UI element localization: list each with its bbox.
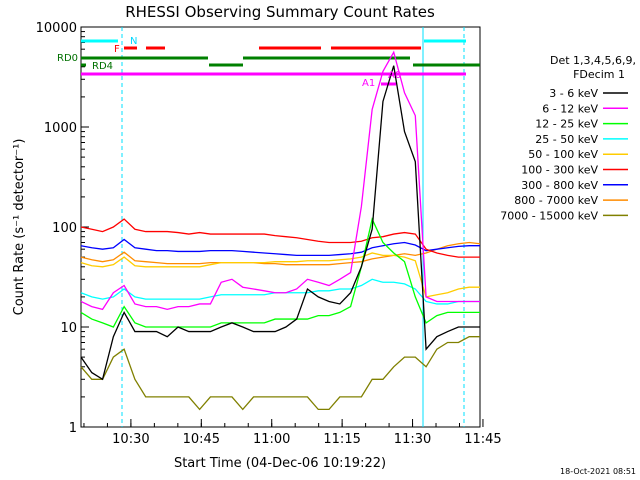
series-line-1 xyxy=(80,50,480,311)
series-line-0 xyxy=(80,65,480,381)
chart-title: RHESSI Observing Summary Count Rates xyxy=(125,3,435,21)
legend-label: 800 - 7000 keV xyxy=(514,194,598,207)
legend: 3 - 6 keV 6 - 12 keV 12 - 25 keV 25 - 50 ke… xyxy=(500,87,628,222)
y-tick-label: 1000 xyxy=(44,121,77,136)
legend-label: 300 - 800 keV xyxy=(521,179,598,192)
y-tick-label: 100 xyxy=(52,221,77,236)
x-tick-label: 11:30 xyxy=(394,432,431,447)
x-tick-label: 11:45 xyxy=(464,432,501,447)
legend-label: 50 - 100 keV xyxy=(528,148,598,161)
x-axis-label: Start Time (04-Dec-06 10:19:22) xyxy=(174,456,386,471)
legend-label: 7000 - 15000 keV xyxy=(500,209,598,222)
label-a1: A1 xyxy=(362,78,375,89)
label-f: F xyxy=(114,44,120,55)
legend-label: 3 - 6 keV xyxy=(549,87,598,100)
legend-label: 25 - 50 keV xyxy=(535,133,598,146)
x-axis: 10:30 10:45 11:00 11:15 11:30 11:45 xyxy=(83,419,502,447)
series-line-3 xyxy=(80,278,480,305)
x-tick-label: 10:45 xyxy=(183,432,220,447)
series-line-8 xyxy=(80,336,480,411)
legend-label: 6 - 12 keV xyxy=(542,102,598,115)
legend-label: 100 - 300 keV xyxy=(521,164,598,177)
series-line-6 xyxy=(80,238,480,257)
series-group xyxy=(80,50,481,411)
timestamp: 18-Oct-2021 08:51 xyxy=(560,467,636,476)
series-line-5 xyxy=(80,218,480,258)
time-markers xyxy=(121,27,465,427)
y-tick-label: 1 xyxy=(69,421,77,436)
x-tick-label: 11:00 xyxy=(253,432,290,447)
y-axis: 1 10 100 1000 10000 xyxy=(36,21,89,436)
y-axis-label: Count Rate (s⁻¹ detector⁻¹) xyxy=(12,139,27,316)
x-tick-label: 11:15 xyxy=(323,432,360,447)
legend-title-line-1: Det 1,3,4,5,6,9, xyxy=(550,54,636,67)
legend-label: 12 - 25 keV xyxy=(535,118,598,131)
label-rd4: RD4 xyxy=(92,61,113,72)
legend-title-line-2: FDecim 1 xyxy=(573,68,625,81)
label-rd0: RD0 xyxy=(57,53,78,64)
label-n: N xyxy=(130,36,137,47)
series-line-4 xyxy=(80,252,480,298)
plot-frame xyxy=(80,26,481,428)
series-line-2 xyxy=(80,217,480,328)
label-a0: A0 xyxy=(388,70,401,81)
x-tick-label: 10:30 xyxy=(112,432,149,447)
y-tick-label: 10000 xyxy=(36,21,77,36)
y-tick-label: 10 xyxy=(60,321,77,336)
state-bars xyxy=(81,39,480,86)
series-line-7 xyxy=(80,241,481,266)
